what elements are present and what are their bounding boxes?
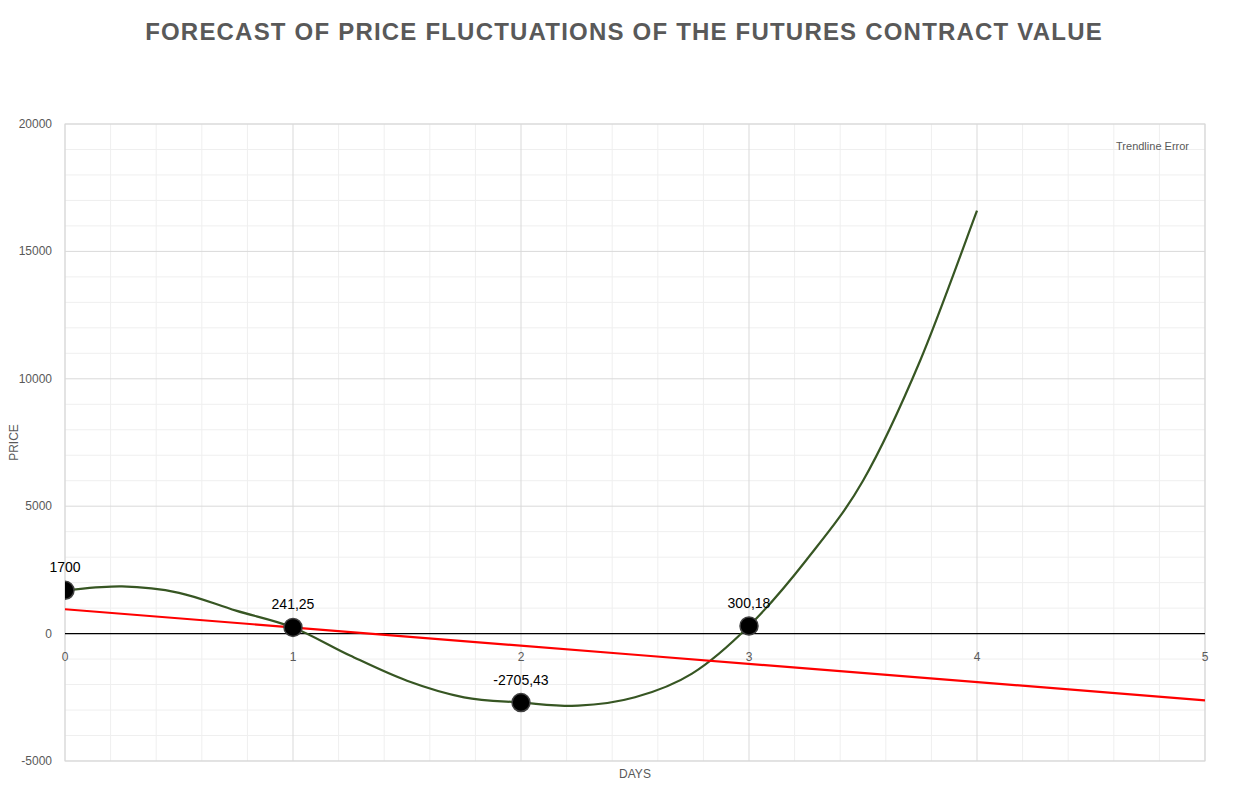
minor-grid-line — [65, 302, 1205, 303]
minor-grid-line — [65, 531, 1205, 532]
minor-grid-line — [566, 124, 567, 761]
y-tick-label: 10000 — [19, 372, 53, 386]
data-point — [284, 618, 302, 636]
minor-grid-line — [794, 124, 795, 761]
minor-grid-line — [65, 608, 1205, 609]
data-labels: 1700 241,25 -2705,43 300,18 — [49, 559, 770, 687]
minor-grid-line — [65, 327, 1205, 328]
minor-grid-line — [1068, 124, 1069, 761]
grid-line — [749, 124, 750, 761]
y-axis-label: PRICE — [7, 424, 21, 461]
minor-grid-line — [384, 124, 385, 761]
minor-grid-line — [65, 174, 1205, 175]
data-point — [65, 581, 74, 599]
minor-grid-line — [65, 659, 1205, 660]
y-tick-label: 0 — [45, 627, 52, 641]
data-label: 300,18 — [728, 595, 771, 611]
series-line — [65, 211, 977, 706]
x-tick-label: 2 — [518, 650, 525, 664]
x-tick-label: 3 — [746, 650, 753, 664]
plot-area — [65, 211, 1205, 712]
minor-grid-line — [65, 455, 1205, 456]
series-line — [65, 609, 1205, 700]
minor-grid-line — [885, 124, 886, 761]
data-label: 241,25 — [272, 596, 315, 612]
minor-grid-line — [65, 735, 1205, 736]
data-label: -2705,43 — [493, 672, 548, 688]
minor-grid-line — [475, 124, 476, 761]
minor-grid-line — [65, 225, 1205, 226]
minor-grid-line — [201, 124, 202, 761]
minor-grid-line — [65, 404, 1205, 405]
grid-line — [65, 506, 1205, 507]
data-point — [512, 694, 530, 712]
minor-grid-line — [65, 557, 1205, 558]
minor-grid-line — [65, 149, 1205, 150]
grid-line — [521, 124, 522, 761]
minor-grid-line — [65, 353, 1205, 354]
data-label: 1700 — [49, 559, 80, 575]
minor-grid-line — [1113, 124, 1114, 761]
minor-grid-line — [657, 124, 658, 761]
minor-grid-line — [65, 480, 1205, 481]
minor-grid-line — [65, 684, 1205, 685]
x-tick-label: 5 — [1202, 650, 1209, 664]
minor-grid-line — [65, 200, 1205, 201]
minor-grid-line — [65, 710, 1205, 711]
minor-grid-line — [612, 124, 613, 761]
minor-grid-line — [338, 124, 339, 761]
y-tick-label: -5000 — [21, 754, 52, 768]
y-tick-label: 5000 — [25, 499, 52, 513]
minor-grid-line — [110, 124, 111, 761]
minor-grid-line — [1159, 124, 1160, 761]
minor-grid-line — [65, 582, 1205, 583]
minor-grid-line — [247, 124, 248, 761]
grid-line — [293, 124, 294, 761]
grid — [65, 124, 1205, 761]
x-axis-label: DAYS — [619, 767, 651, 781]
minor-grid-line — [931, 124, 932, 761]
y-tick-label: 15000 — [19, 244, 53, 258]
minor-grid-line — [840, 124, 841, 761]
legend: Trendline Error — [1116, 140, 1189, 152]
title: FORECAST OF PRICE FLUCTUATIONS OF THE FU… — [145, 18, 1103, 45]
legend-entry: Trendline Error — [1116, 140, 1189, 152]
grid-line — [65, 633, 1205, 634]
x-tick-label: 1 — [290, 650, 297, 664]
y-tick-label: 20000 — [19, 117, 53, 131]
grid-line — [65, 251, 1205, 252]
chart: FORECAST OF PRICE FLUCTUATIONS OF THE FU… — [0, 0, 1248, 801]
x-tick-label: 0 — [62, 650, 69, 664]
plot-frame — [65, 124, 1205, 761]
x-axis-line — [65, 633, 1205, 634]
grid-line — [65, 378, 1205, 379]
minor-grid-line — [65, 429, 1205, 430]
data-point — [740, 617, 758, 635]
background — [0, 0, 1248, 801]
minor-grid-line — [429, 124, 430, 761]
minor-grid-line — [65, 276, 1205, 277]
x-tick-label: 4 — [974, 650, 981, 664]
minor-grid-line — [1022, 124, 1023, 761]
grid-line — [977, 124, 978, 761]
minor-grid-line — [156, 124, 157, 761]
